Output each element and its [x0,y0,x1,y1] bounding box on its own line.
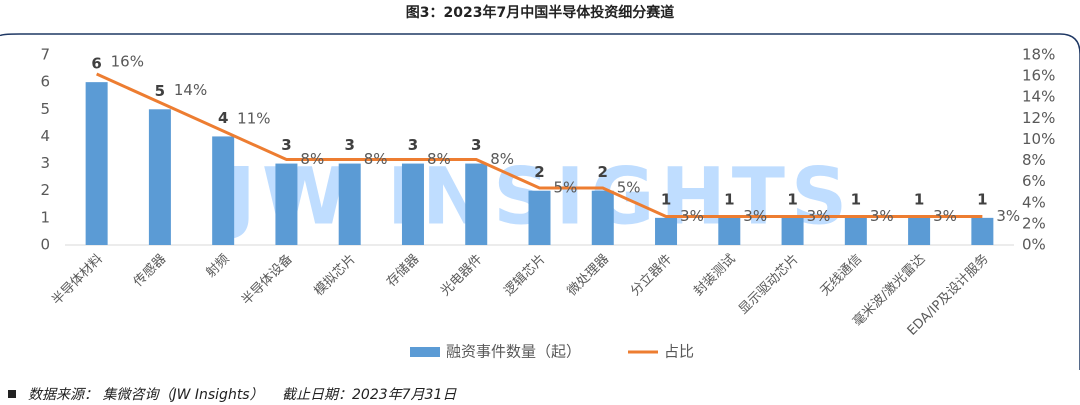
bullet [8,390,16,398]
y2-tick-label: 16% [1022,67,1055,85]
bar-label: 6 [91,55,101,73]
line-label: 8% [364,150,388,168]
y-tick-label: 3 [40,154,50,172]
line-label: 16% [111,53,144,71]
bar [971,217,994,245]
bar-label: 1 [787,190,797,208]
x-tick-label: 分立器件 [628,252,675,299]
bar-label: 1 [851,190,861,208]
line [96,72,983,218]
bar [148,109,171,246]
y-tick-label: 4 [40,127,50,145]
bar-label: 1 [914,190,924,208]
y2-tick-label: 6% [1022,172,1046,190]
bar [844,217,867,245]
y2-tick-label: 4% [1022,193,1046,211]
x-tick-label: 半导体设备 [238,251,295,308]
x-tick-label: 模拟芯片 [312,252,359,299]
y2-tick-label: 12% [1022,109,1055,127]
source: 数据来源： 集微咨询（JW Insights） [28,387,264,403]
bar-label: 2 [598,163,608,181]
line-label: 8% [427,150,451,168]
x-tick-label: 半导体材料 [49,252,106,309]
y-tick-label: 1 [40,208,50,226]
line-label: 14% [174,81,207,99]
y-tick-label: 7 [40,46,50,64]
frame [0,33,1080,370]
x-tick-label: 微处理器 [565,252,612,299]
line-label: 8% [300,150,324,168]
line-label: 3% [743,207,767,225]
chart-title: 图3：2023年7月中国半导体投资细分赛道 [406,4,674,21]
bar [275,163,298,245]
x-tick-label: 传感器 [130,251,169,290]
line-label: 3% [680,207,704,225]
note: 截止日期：2023年7月31日 [282,387,457,403]
bar [401,163,424,245]
x-tick-label: 逻辑芯片 [501,252,548,299]
y2-tick-label: 14% [1022,88,1055,106]
line-label: 3% [870,207,894,225]
bar-label: 2 [534,163,544,181]
y-tick-label: 5 [40,100,50,118]
bar-label: 1 [977,190,987,208]
line-label: 3% [933,207,957,225]
bar-label: 3 [281,136,291,154]
bar [781,217,804,245]
bar [338,163,361,245]
x-tick-label: 封装测试 [691,252,738,299]
y2-tick-label: 0% [1022,236,1046,254]
bar [655,217,678,245]
bar-label: 3 [344,136,354,154]
bar [85,82,108,246]
bar-label: 5 [155,82,165,100]
x-tick-label: 无线通信 [818,252,865,299]
line-label: 3% [996,207,1020,225]
line-label: 5% [617,179,641,197]
y-tick-label: 2 [40,181,50,199]
bar-label: 1 [724,190,734,208]
bar [465,163,488,245]
x-tick-label: 存储器 [384,252,422,290]
bar [528,190,551,245]
y2-tick-label: 10% [1022,130,1055,148]
legend-swatch [410,347,440,357]
bar [908,217,931,245]
legend-label: 融资事件数量（起） [446,343,581,361]
bar [591,190,614,245]
bar [718,217,741,245]
line-label: 5% [554,179,578,197]
y2-tick-label: 2% [1022,214,1046,232]
bar-label: 3 [408,136,418,154]
y2-tick-label: 18% [1022,46,1055,64]
x-tick-label: 光电器件 [438,252,485,299]
x-tick-label: 显示驱动芯片 [736,252,802,318]
y-tick-label: 6 [40,73,50,91]
x-tick-label: 射频 [203,251,233,281]
bar-label: 4 [218,109,228,127]
bar-label: 3 [471,136,481,154]
line-label: 11% [237,110,270,128]
line-label: 3% [807,207,831,225]
bar [212,136,235,245]
y2-tick-label: 8% [1022,151,1046,169]
line-label: 8% [490,150,514,168]
legend-label: 占比 [664,343,694,361]
y-tick-label: 0 [40,236,50,254]
bar-label: 1 [661,190,671,208]
